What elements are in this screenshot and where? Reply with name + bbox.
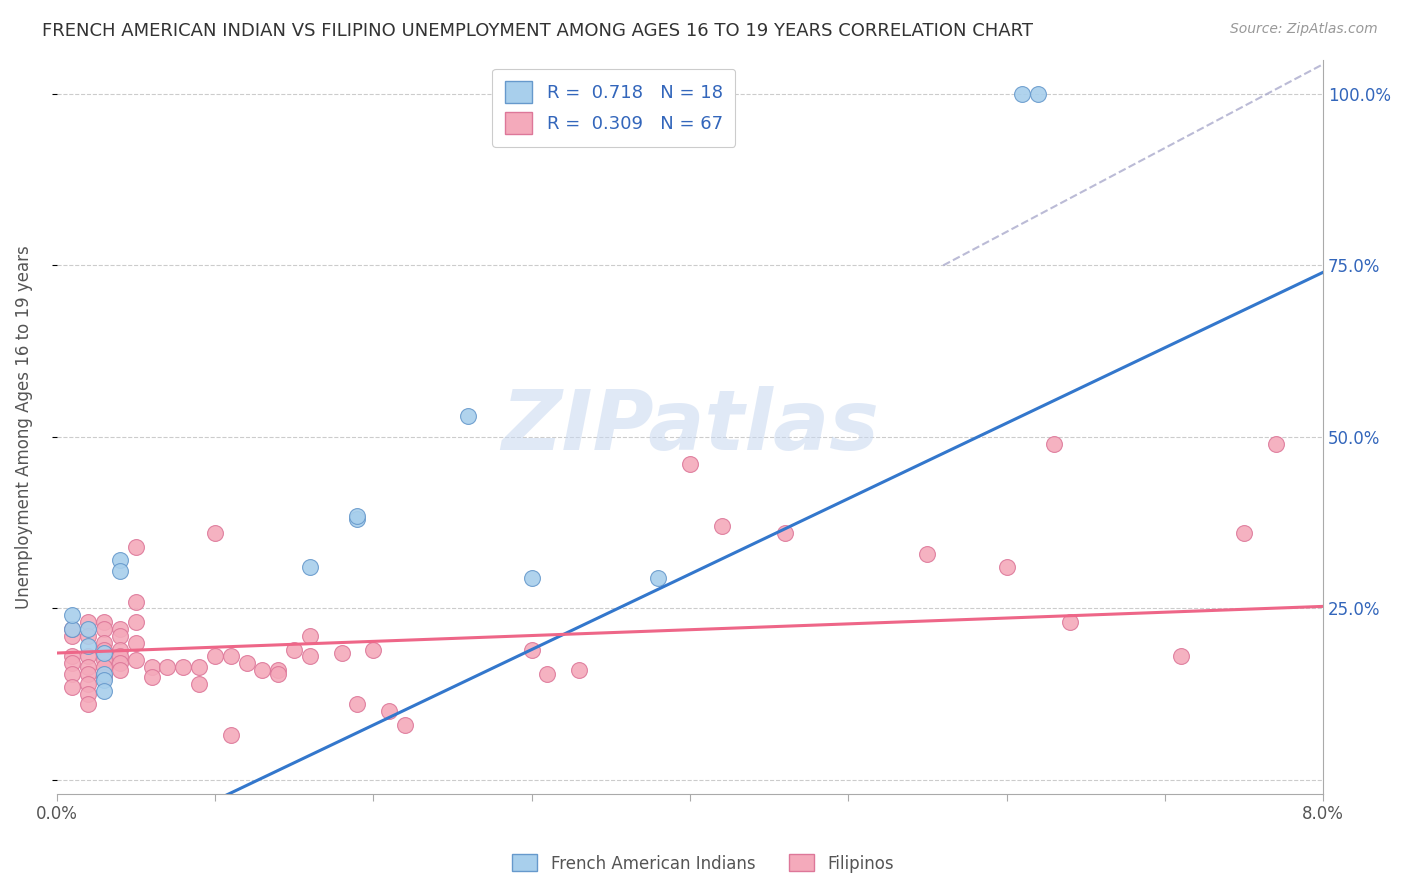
Point: [710, 519, 733, 533]
Legend: French American Indians, Filipinos: French American Indians, Filipinos: [506, 847, 900, 880]
Point: [647, 570, 669, 584]
Text: Source: ZipAtlas.com: Source: ZipAtlas.com: [1230, 22, 1378, 37]
Point: [125, 540, 148, 554]
Point: [93, 673, 115, 688]
Point: [457, 409, 479, 424]
Point: [773, 526, 796, 541]
Y-axis label: Unemployment Among Ages 16 to 19 years: Unemployment Among Ages 16 to 19 years: [15, 244, 32, 608]
Point: [93, 659, 115, 673]
Point: [219, 649, 242, 664]
Point: [125, 653, 148, 667]
Point: [77, 677, 100, 691]
Point: [93, 653, 115, 667]
Point: [125, 594, 148, 608]
Point: [62, 622, 84, 636]
Point: [346, 698, 368, 712]
Point: [77, 659, 100, 673]
Point: [298, 629, 321, 643]
Legend: R =  0.718   N = 18, R =  0.309   N = 67: R = 0.718 N = 18, R = 0.309 N = 67: [492, 69, 735, 147]
Point: [125, 636, 148, 650]
Point: [917, 547, 939, 561]
Point: [62, 629, 84, 643]
Point: [172, 659, 194, 673]
Point: [1043, 437, 1066, 451]
Point: [125, 615, 148, 629]
Point: [93, 646, 115, 660]
Point: [93, 670, 115, 684]
Point: [93, 622, 115, 636]
Text: ZIPatlas: ZIPatlas: [501, 386, 879, 467]
Point: [62, 622, 84, 636]
Point: [108, 642, 131, 657]
Point: [188, 659, 211, 673]
Point: [156, 659, 179, 673]
Point: [1026, 87, 1049, 101]
Point: [267, 666, 290, 681]
Point: [62, 666, 84, 681]
Point: [77, 622, 100, 636]
Point: [1011, 87, 1033, 101]
Point: [141, 659, 163, 673]
Point: [330, 646, 353, 660]
Point: [108, 663, 131, 677]
Point: [108, 622, 131, 636]
Point: [394, 718, 416, 732]
Point: [108, 649, 131, 664]
Point: [141, 670, 163, 684]
Point: [298, 560, 321, 574]
Point: [378, 704, 401, 718]
Point: [93, 683, 115, 698]
Point: [188, 677, 211, 691]
Point: [93, 666, 115, 681]
Point: [520, 642, 543, 657]
Point: [77, 687, 100, 701]
Point: [77, 666, 100, 681]
Point: [520, 570, 543, 584]
Point: [1170, 649, 1192, 664]
Point: [62, 649, 84, 664]
Point: [77, 649, 100, 664]
Point: [298, 649, 321, 664]
Point: [346, 508, 368, 523]
Point: [283, 642, 305, 657]
Point: [1264, 437, 1286, 451]
Point: [93, 636, 115, 650]
Point: [77, 615, 100, 629]
Point: [108, 629, 131, 643]
Point: [204, 649, 226, 664]
Point: [62, 657, 84, 671]
Text: FRENCH AMERICAN INDIAN VS FILIPINO UNEMPLOYMENT AMONG AGES 16 TO 19 YEARS CORREL: FRENCH AMERICAN INDIAN VS FILIPINO UNEMP…: [42, 22, 1033, 40]
Point: [108, 564, 131, 578]
Point: [568, 663, 591, 677]
Point: [93, 615, 115, 629]
Point: [679, 458, 702, 472]
Point: [62, 681, 84, 695]
Point: [219, 728, 242, 742]
Point: [1059, 615, 1081, 629]
Point: [361, 642, 384, 657]
Point: [1233, 526, 1256, 541]
Point: [93, 642, 115, 657]
Point: [235, 657, 257, 671]
Point: [108, 657, 131, 671]
Point: [995, 560, 1018, 574]
Point: [252, 663, 274, 677]
Point: [346, 512, 368, 526]
Point: [267, 663, 290, 677]
Point: [77, 639, 100, 653]
Point: [77, 629, 100, 643]
Point: [62, 608, 84, 623]
Point: [536, 666, 558, 681]
Point: [108, 553, 131, 567]
Point: [204, 526, 226, 541]
Point: [77, 698, 100, 712]
